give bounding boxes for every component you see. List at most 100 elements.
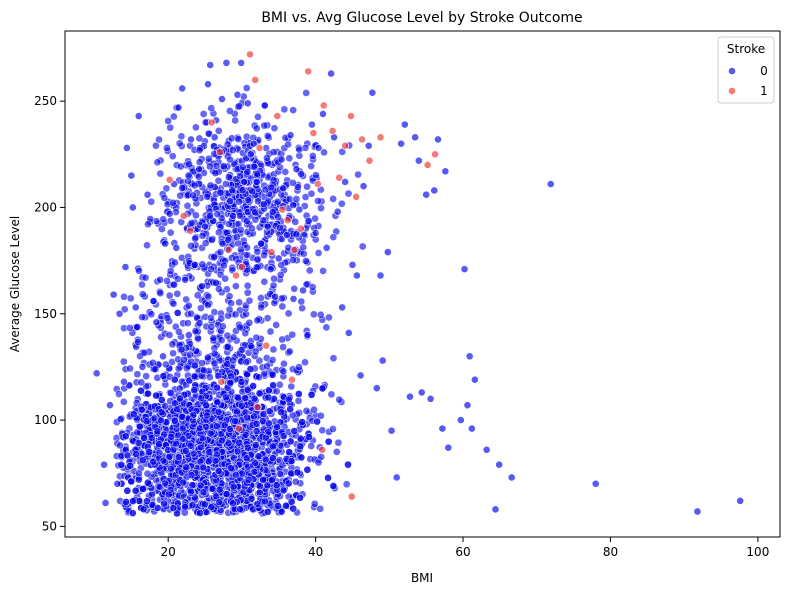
cloud-point	[252, 419, 261, 428]
cloud-point	[210, 252, 219, 261]
cloud-point	[251, 441, 260, 449]
cloud-point	[189, 191, 197, 200]
cloud-point	[269, 345, 278, 354]
cloud-point	[144, 478, 152, 487]
data-point-series-0	[229, 212, 237, 220]
cloud-point	[289, 504, 298, 513]
data-point-series-1	[165, 175, 174, 184]
cloud-point	[316, 504, 325, 513]
x-tick-label: 60	[455, 545, 470, 559]
cloud-point	[134, 338, 142, 346]
cloud-point	[179, 424, 187, 433]
data-point-series-0	[131, 303, 140, 312]
cloud-point	[252, 124, 261, 133]
data-point-series-0	[263, 222, 272, 231]
data-point-series-1	[376, 133, 385, 142]
cloud-point	[123, 451, 132, 460]
cloud-point	[242, 454, 251, 463]
cloud-point	[294, 390, 303, 398]
data-point-series-0	[546, 180, 555, 188]
data-point-series-0	[372, 384, 381, 393]
data-point-series-0	[368, 88, 377, 97]
cloud-point	[134, 439, 143, 447]
cloud-point	[297, 297, 306, 306]
cloud-point	[217, 314, 226, 323]
cloud-point	[263, 314, 272, 323]
cloud-point	[300, 202, 309, 210]
data-point-series-0	[491, 505, 500, 514]
cloud-point	[337, 199, 346, 208]
cloud-point	[231, 116, 239, 125]
cloud-point	[224, 235, 233, 244]
cloud-point	[173, 309, 182, 317]
cloud-point	[342, 480, 351, 489]
cloud-point	[226, 378, 234, 387]
cloud-point	[251, 215, 260, 224]
cloud-point	[354, 170, 362, 179]
cloud-point	[269, 454, 277, 462]
cloud-point	[307, 162, 315, 170]
data-point-series-0	[308, 120, 316, 129]
cloud-point	[270, 124, 279, 133]
cloud-point	[291, 477, 300, 486]
cloud-point	[250, 468, 259, 476]
cloud-point	[288, 330, 297, 339]
cloud-point	[197, 304, 205, 312]
cloud-point	[302, 89, 311, 97]
data-point-series-1	[251, 75, 260, 84]
cloud-point	[335, 395, 344, 404]
data-point-series-1	[215, 148, 224, 157]
cloud-point	[235, 102, 244, 111]
cloud-point	[177, 345, 186, 354]
cloud-point	[324, 474, 332, 482]
cloud-point	[297, 453, 306, 462]
cloud-point	[228, 186, 237, 195]
data-point-series-0	[206, 61, 215, 69]
cloud-point	[253, 316, 262, 325]
cloud-point	[196, 509, 204, 517]
cloud-point	[195, 146, 204, 155]
cloud-point	[192, 211, 200, 220]
cloud-point	[284, 479, 293, 488]
cloud-point	[151, 365, 160, 374]
data-point-series-0	[338, 303, 347, 312]
data-point-series-0	[387, 426, 396, 435]
cloud-point	[278, 302, 287, 311]
cloud-point	[259, 216, 268, 225]
cloud-point	[268, 207, 277, 216]
cloud-point	[204, 292, 213, 301]
cloud-point	[138, 290, 147, 299]
data-point-series-0	[260, 101, 269, 110]
cloud-point	[164, 490, 173, 499]
data-point-series-0	[271, 292, 279, 301]
cloud-point	[251, 347, 260, 356]
cloud-point	[244, 475, 253, 484]
cloud-point	[242, 84, 251, 92]
cloud-point	[302, 406, 311, 415]
data-point-series-0	[422, 190, 431, 199]
cloud-point	[116, 415, 125, 424]
data-point-series-0	[174, 103, 183, 112]
cloud-point	[238, 345, 247, 354]
data-point-series-1	[255, 144, 264, 152]
cloud-point	[176, 191, 185, 200]
data-point-series-0	[591, 479, 600, 488]
cloud-point	[161, 402, 170, 410]
cloud-point	[243, 385, 252, 394]
cloud-point	[227, 372, 235, 381]
cloud-point	[291, 218, 300, 226]
cloud-point	[152, 391, 161, 400]
legend: Stroke 0 1	[717, 36, 775, 104]
cloud-point	[220, 421, 229, 430]
cloud-point	[310, 310, 318, 319]
cloud-point	[303, 182, 311, 191]
cloud-point	[175, 327, 183, 336]
data-point-series-0	[233, 90, 242, 99]
x-tick-label: 100	[746, 545, 769, 559]
cloud-point	[214, 176, 223, 185]
cloud-point	[116, 441, 124, 450]
cloud-point	[186, 441, 195, 450]
cloud-point	[136, 422, 144, 431]
data-point-series-1	[262, 341, 271, 350]
